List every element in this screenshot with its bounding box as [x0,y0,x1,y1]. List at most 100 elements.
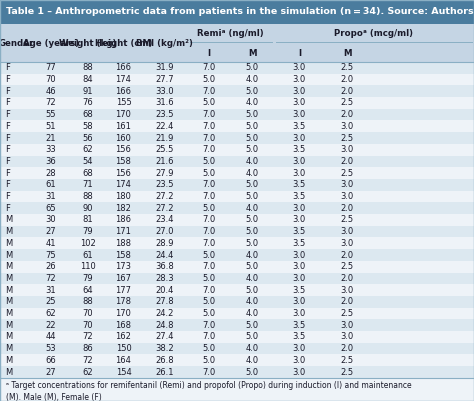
Text: 20.4: 20.4 [155,286,173,295]
Text: 4.0: 4.0 [246,204,259,213]
Text: 24.4: 24.4 [155,251,173,259]
Text: 5.0: 5.0 [202,274,216,283]
Text: 61: 61 [46,180,56,189]
Text: 21.6: 21.6 [155,157,173,166]
Text: 3.5: 3.5 [293,321,306,330]
Text: 31: 31 [46,286,56,295]
Text: M: M [5,286,12,295]
Text: F: F [5,87,9,96]
Text: I: I [298,49,301,57]
Text: F: F [5,204,9,213]
Bar [0,273,474,284]
Text: 3.0: 3.0 [341,286,354,295]
Text: 27.0: 27.0 [155,227,173,236]
Text: 5.0: 5.0 [246,215,259,225]
Bar [0,62,474,74]
Text: 4.0: 4.0 [246,344,259,353]
Bar [0,120,474,132]
Text: 164: 164 [116,356,131,365]
Text: 2.0: 2.0 [341,251,354,259]
Text: 5.0: 5.0 [246,227,259,236]
Text: 3.5: 3.5 [293,122,306,131]
Text: 41: 41 [46,239,56,248]
Text: 53: 53 [46,344,56,353]
Text: 79: 79 [82,227,93,236]
Text: 166: 166 [116,63,131,72]
Text: 2.5: 2.5 [341,215,354,225]
Text: 38.2: 38.2 [155,344,173,353]
Text: 88: 88 [82,192,93,201]
Text: 31: 31 [46,192,56,201]
Text: 2.5: 2.5 [341,134,354,142]
Bar [0,191,474,203]
Text: 102: 102 [80,239,96,248]
Text: ᵃ Target concentrations for remifentanil (Remi) and propofol (Propo) during indu: ᵃ Target concentrations for remifentanil… [6,381,411,401]
Text: F: F [5,180,9,189]
Bar [0,354,474,366]
Text: 2.5: 2.5 [341,169,354,178]
Text: 7.0: 7.0 [202,192,216,201]
Text: 7.0: 7.0 [202,110,216,119]
Text: M: M [5,309,12,318]
Text: 3.0: 3.0 [293,251,306,259]
Text: 26.8: 26.8 [155,356,173,365]
Text: 154: 154 [116,368,131,377]
Text: F: F [5,122,9,131]
Text: 2.0: 2.0 [341,298,354,306]
Text: 77: 77 [46,63,56,72]
Text: 70: 70 [82,321,93,330]
Text: F: F [5,169,9,178]
Text: 4.0: 4.0 [246,157,259,166]
Text: 5.0: 5.0 [246,321,259,330]
Text: 3.0: 3.0 [293,356,306,365]
Text: 26: 26 [46,262,56,271]
Text: 72: 72 [46,99,56,107]
Text: 88: 88 [82,298,93,306]
Text: 5.0: 5.0 [246,110,259,119]
Text: 5.0: 5.0 [246,332,259,341]
Text: Propoᵃ (mcg/ml): Propoᵃ (mcg/ml) [335,30,413,38]
Text: I: I [208,49,210,57]
Text: 22: 22 [46,321,56,330]
Bar [0,378,474,401]
Text: 188: 188 [116,239,131,248]
Bar [0,156,474,167]
Text: 90: 90 [82,204,93,213]
Text: Remiᵃ (ng/ml): Remiᵃ (ng/ml) [197,30,264,38]
Text: 3.0: 3.0 [341,332,354,341]
Bar [0,24,474,62]
Text: 3.5: 3.5 [293,145,306,154]
Text: 3.5: 3.5 [293,192,306,201]
Text: 2.5: 2.5 [341,63,354,72]
Bar [0,366,474,378]
Text: 2.0: 2.0 [341,75,354,84]
Text: 79: 79 [82,274,93,283]
Text: 5.0: 5.0 [246,239,259,248]
Bar [0,296,474,308]
Text: 31.9: 31.9 [155,63,173,72]
Text: 7.0: 7.0 [202,286,216,295]
Text: 27.2: 27.2 [155,204,173,213]
Text: M: M [343,49,351,57]
Text: 68: 68 [82,169,93,178]
Text: 2.0: 2.0 [341,274,354,283]
Text: BMI (kg/m²): BMI (kg/m²) [136,38,192,47]
Text: 5.0: 5.0 [246,286,259,295]
Text: 7.0: 7.0 [202,239,216,248]
Text: 91: 91 [82,87,93,96]
Text: 2.0: 2.0 [341,87,354,96]
Text: 5.0: 5.0 [246,180,259,189]
Text: 75: 75 [46,251,56,259]
Text: 84: 84 [82,75,93,84]
Text: 5.0: 5.0 [202,204,216,213]
Text: 21.9: 21.9 [155,134,173,142]
Text: F: F [5,145,9,154]
Bar [0,320,474,331]
Text: 3.0: 3.0 [341,239,354,248]
Text: 3.0: 3.0 [341,192,354,201]
Text: 156: 156 [116,145,131,154]
Text: 5.0: 5.0 [202,344,216,353]
Text: F: F [5,63,9,72]
Text: 3.0: 3.0 [341,122,354,131]
Bar [0,0,474,24]
